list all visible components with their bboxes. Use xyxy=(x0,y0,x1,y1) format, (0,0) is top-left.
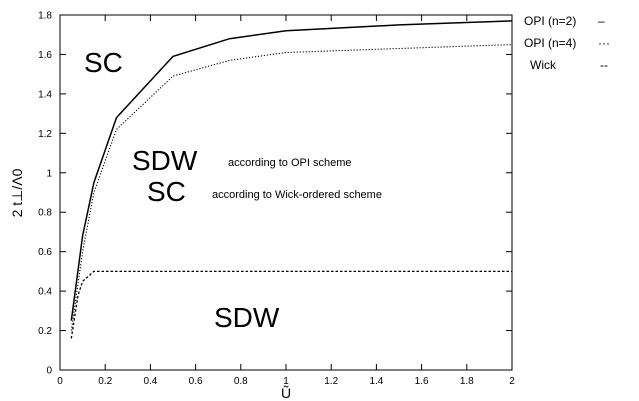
series-lines xyxy=(70,20,513,339)
y-tick-label: 1.8 xyxy=(38,11,52,22)
axis-ticks: 0 0.2 0.4 0.6 0.8 1 1.2 1.4 1.6 1.8 2 0 0.2 0.4 0.6 0.8… xyxy=(38,11,515,388)
legend-glyph-wick: -- xyxy=(600,58,608,72)
x-tick-label: 1 xyxy=(283,376,289,387)
y-tick-label: 1.2 xyxy=(38,129,52,140)
y-tick-label: 0.6 xyxy=(38,247,52,258)
x-tick-label: 0.4 xyxy=(143,376,157,387)
x-tick-label: 0.8 xyxy=(234,376,248,387)
legend-glyph-opi-n4: ··· xyxy=(598,36,610,50)
x-tick-label: 1.6 xyxy=(415,376,429,387)
region-note-opi: according to OPI scheme xyxy=(228,157,352,169)
region-note-wick: according to Wick-ordered scheme xyxy=(212,189,382,201)
y-tick-label: 1 xyxy=(46,168,52,179)
region-label-sc-top: SC xyxy=(84,47,123,78)
x-axis-label: Ũ xyxy=(281,385,291,401)
series-line-2 xyxy=(70,44,513,331)
x-tick-label: 1.2 xyxy=(324,376,338,387)
series-line-1 xyxy=(70,20,513,321)
y-tick-label: 0.4 xyxy=(38,287,52,298)
y-tick-label: 1.6 xyxy=(38,50,52,61)
y-tick-label: 0.2 xyxy=(38,326,52,337)
x-tick-label: 1.4 xyxy=(369,376,383,387)
x-tick-label: 0.2 xyxy=(98,376,112,387)
y-tick-label: 0.8 xyxy=(38,208,52,219)
legend-label-wick: Wick xyxy=(530,58,557,72)
legend: OPI (n=2) – OPI (n=4) ··· Wick -- xyxy=(524,14,610,72)
region-label-sdw-bottom: SDW xyxy=(214,302,280,333)
series-line-3 xyxy=(70,270,512,339)
legend-label-opi-n2: OPI (n=2) xyxy=(524,14,576,28)
y-tick-label: 1.4 xyxy=(38,89,52,100)
x-tick-label: 0.6 xyxy=(189,376,203,387)
legend-glyph-opi-n2: – xyxy=(598,14,605,28)
region-label-sc-middle: SC xyxy=(147,176,186,207)
y-tick-label: 0 xyxy=(46,366,52,377)
x-tick-label: 0 xyxy=(57,376,63,387)
x-tick-label: 2 xyxy=(509,376,515,387)
region-label-sdw-middle: SDW xyxy=(132,145,198,176)
x-tick-label: 1.8 xyxy=(460,376,474,387)
y-axis-label: 2 t⊥/Λ0 xyxy=(9,168,25,217)
legend-label-opi-n4: OPI (n=4) xyxy=(524,36,576,50)
